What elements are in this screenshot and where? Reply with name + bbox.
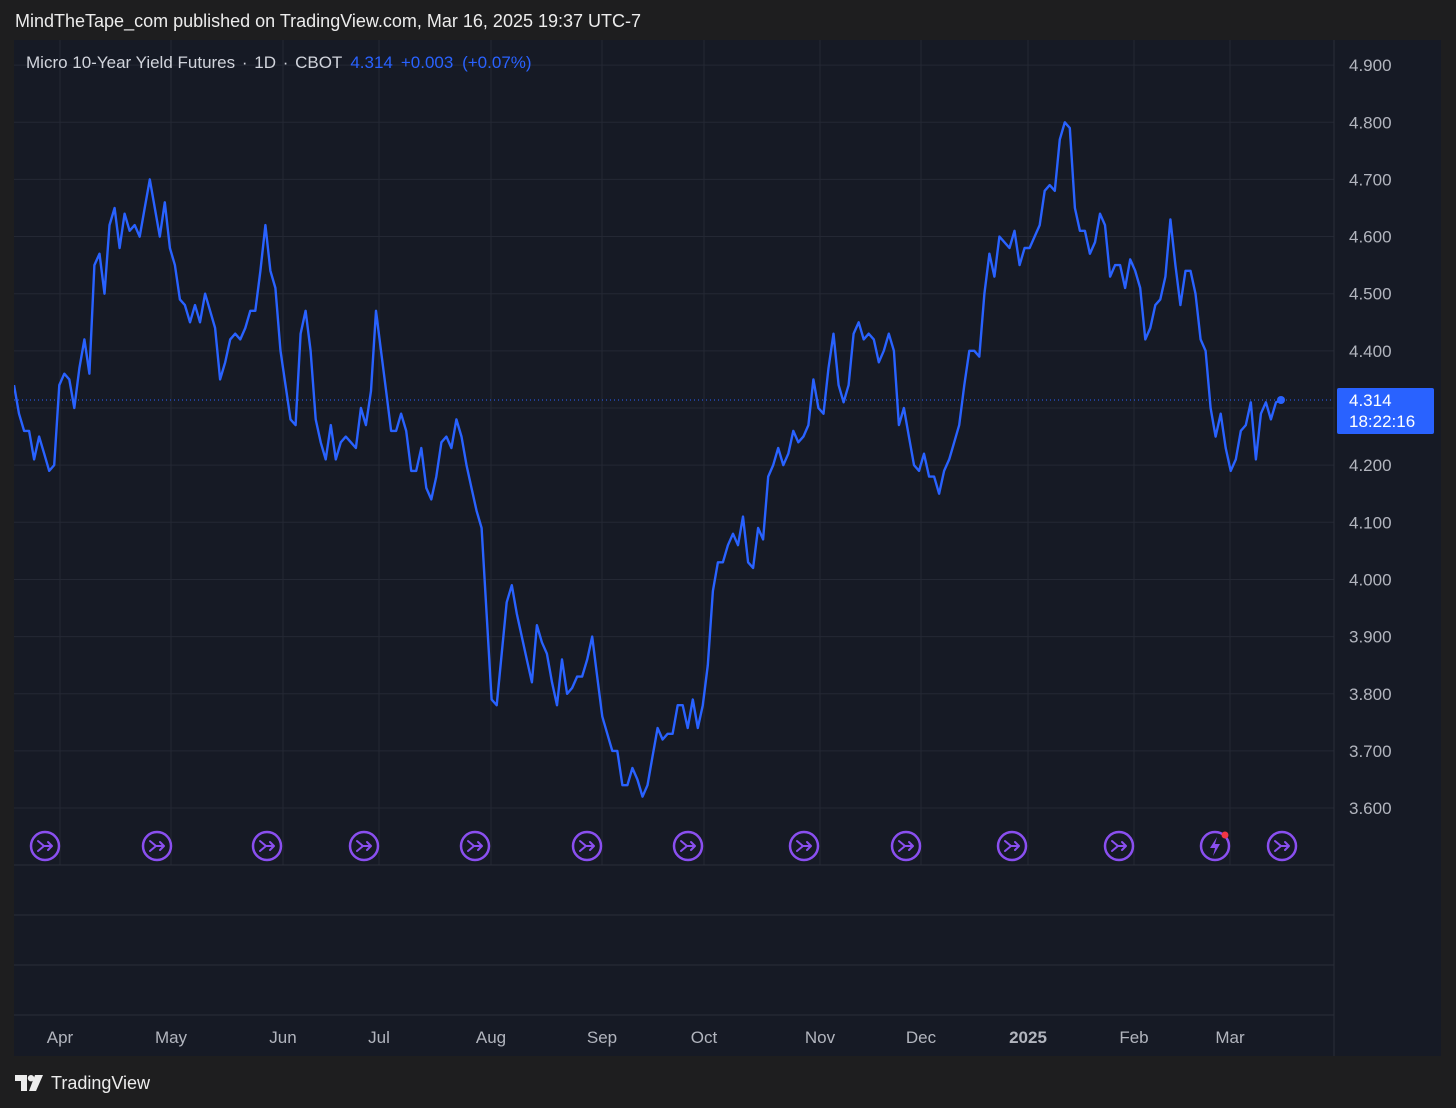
split-arrow-glyph	[1111, 840, 1127, 852]
split-arrow-glyph	[149, 840, 165, 852]
y-tick-label: 4.800	[1349, 113, 1392, 132]
last-price-badge	[1337, 388, 1434, 434]
legend-separator: ·	[277, 53, 294, 72]
symbol-legend[interactable]: Micro 10-Year Yield Futures · 1D · CBOT 4…	[26, 53, 532, 73]
split-arrow-icon[interactable]	[1103, 830, 1135, 862]
x-tick-label: Jun	[269, 1028, 296, 1047]
x-tick-label: Jul	[368, 1028, 390, 1047]
series-layer	[14, 121, 1334, 798]
x-tick-label: Nov	[805, 1028, 836, 1047]
chart-panel[interactable]: 4.9004.8004.7004.6004.5004.4004.3004.200…	[14, 40, 1441, 1056]
y-tick-label: 4.500	[1349, 285, 1392, 304]
last-price-label: 4.314 18:22:16	[1337, 388, 1434, 434]
split-arrow-glyph	[796, 840, 812, 852]
last-price-dot	[1277, 395, 1285, 404]
y-tick-label: 3.600	[1349, 799, 1392, 818]
split-arrow-icon[interactable]	[141, 830, 173, 862]
y-tick-label: 4.600	[1349, 228, 1392, 247]
lower-panes	[14, 40, 1335, 1056]
split-arrow-icon[interactable]	[251, 830, 283, 862]
split-arrow-glyph	[467, 840, 483, 852]
legend-separator: ·	[237, 53, 253, 72]
alert-dot	[1221, 831, 1229, 839]
x-tick-label: Oct	[691, 1028, 718, 1047]
split-arrow-icon[interactable]	[571, 830, 603, 862]
y-tick-label: 3.800	[1349, 685, 1392, 704]
last-value: 4.314	[350, 53, 393, 72]
tradingview-logo-icon	[15, 1075, 43, 1091]
y-tick-label: 3.900	[1349, 628, 1392, 647]
lightning-glyph	[1210, 837, 1220, 856]
exchange-label: CBOT	[295, 53, 343, 72]
x-tick-label: Apr	[47, 1028, 74, 1047]
brand-name: TradingView	[51, 1072, 151, 1093]
last-price-value: 4.314	[1349, 391, 1392, 410]
x-axis[interactable]: Apr May Jun Jul Aug Sep Oct Nov Dec 2025 Feb Mar	[47, 1028, 1245, 1047]
split-arrow-glyph	[579, 840, 595, 852]
split-arrow-glyph	[680, 840, 696, 852]
event-markers[interactable]	[29, 830, 1298, 862]
x-tick-label: Sep	[587, 1028, 617, 1047]
publish-header: MindTheTape_com published on TradingView…	[15, 11, 642, 31]
x-tick-label: Mar	[1215, 1028, 1245, 1047]
x-tick-label: 2025	[1009, 1028, 1047, 1047]
tradingview-logo[interactable]: TradingView	[15, 1072, 150, 1094]
countdown-timer: 18:22:16	[1349, 412, 1415, 431]
split-arrow-icon[interactable]	[348, 830, 380, 862]
split-arrow-icon[interactable]	[890, 830, 922, 862]
x-tick-label: Feb	[1119, 1028, 1148, 1047]
y-axis[interactable]: 4.9004.8004.7004.6004.5004.4004.3004.200…	[1349, 56, 1392, 818]
symbol-name: Micro 10-Year Yield Futures	[26, 53, 236, 72]
interval-label: 1D	[254, 53, 276, 72]
y-tick-label: 3.700	[1349, 742, 1392, 761]
split-arrow-glyph	[259, 840, 275, 852]
split-arrow-glyph	[1004, 840, 1020, 852]
x-tick-label: May	[155, 1028, 188, 1047]
y-tick-label: 4.400	[1349, 342, 1392, 361]
grid	[14, 40, 1334, 865]
y-tick-label: 4.000	[1349, 570, 1392, 589]
x-tick-label: Aug	[476, 1028, 506, 1047]
split-arrow-icon[interactable]	[672, 830, 704, 862]
x-tick-label: Dec	[906, 1028, 937, 1047]
split-arrow-glyph	[898, 840, 914, 852]
split-arrow-glyph	[37, 840, 53, 852]
split-arrow-icon[interactable]	[996, 830, 1028, 862]
split-arrow-glyph	[1274, 840, 1290, 852]
y-tick-label: 4.200	[1349, 456, 1392, 475]
lightning-icon[interactable]	[1199, 830, 1231, 862]
y-tick-label: 4.100	[1349, 513, 1392, 532]
series-line	[14, 121, 1282, 798]
change-value: +0.003	[400, 53, 454, 72]
split-arrow-glyph	[356, 840, 372, 852]
y-tick-label: 4.900	[1349, 56, 1392, 75]
split-arrow-icon[interactable]	[29, 830, 61, 862]
split-arrow-icon[interactable]	[459, 830, 491, 862]
change-percent: (+0.07%)	[462, 53, 532, 72]
price-chart[interactable]: 4.9004.8004.7004.6004.5004.4004.3004.200…	[14, 40, 1441, 1056]
split-arrow-icon[interactable]	[1266, 830, 1298, 862]
y-tick-label: 4.700	[1349, 170, 1392, 189]
split-arrow-icon[interactable]	[788, 830, 820, 862]
